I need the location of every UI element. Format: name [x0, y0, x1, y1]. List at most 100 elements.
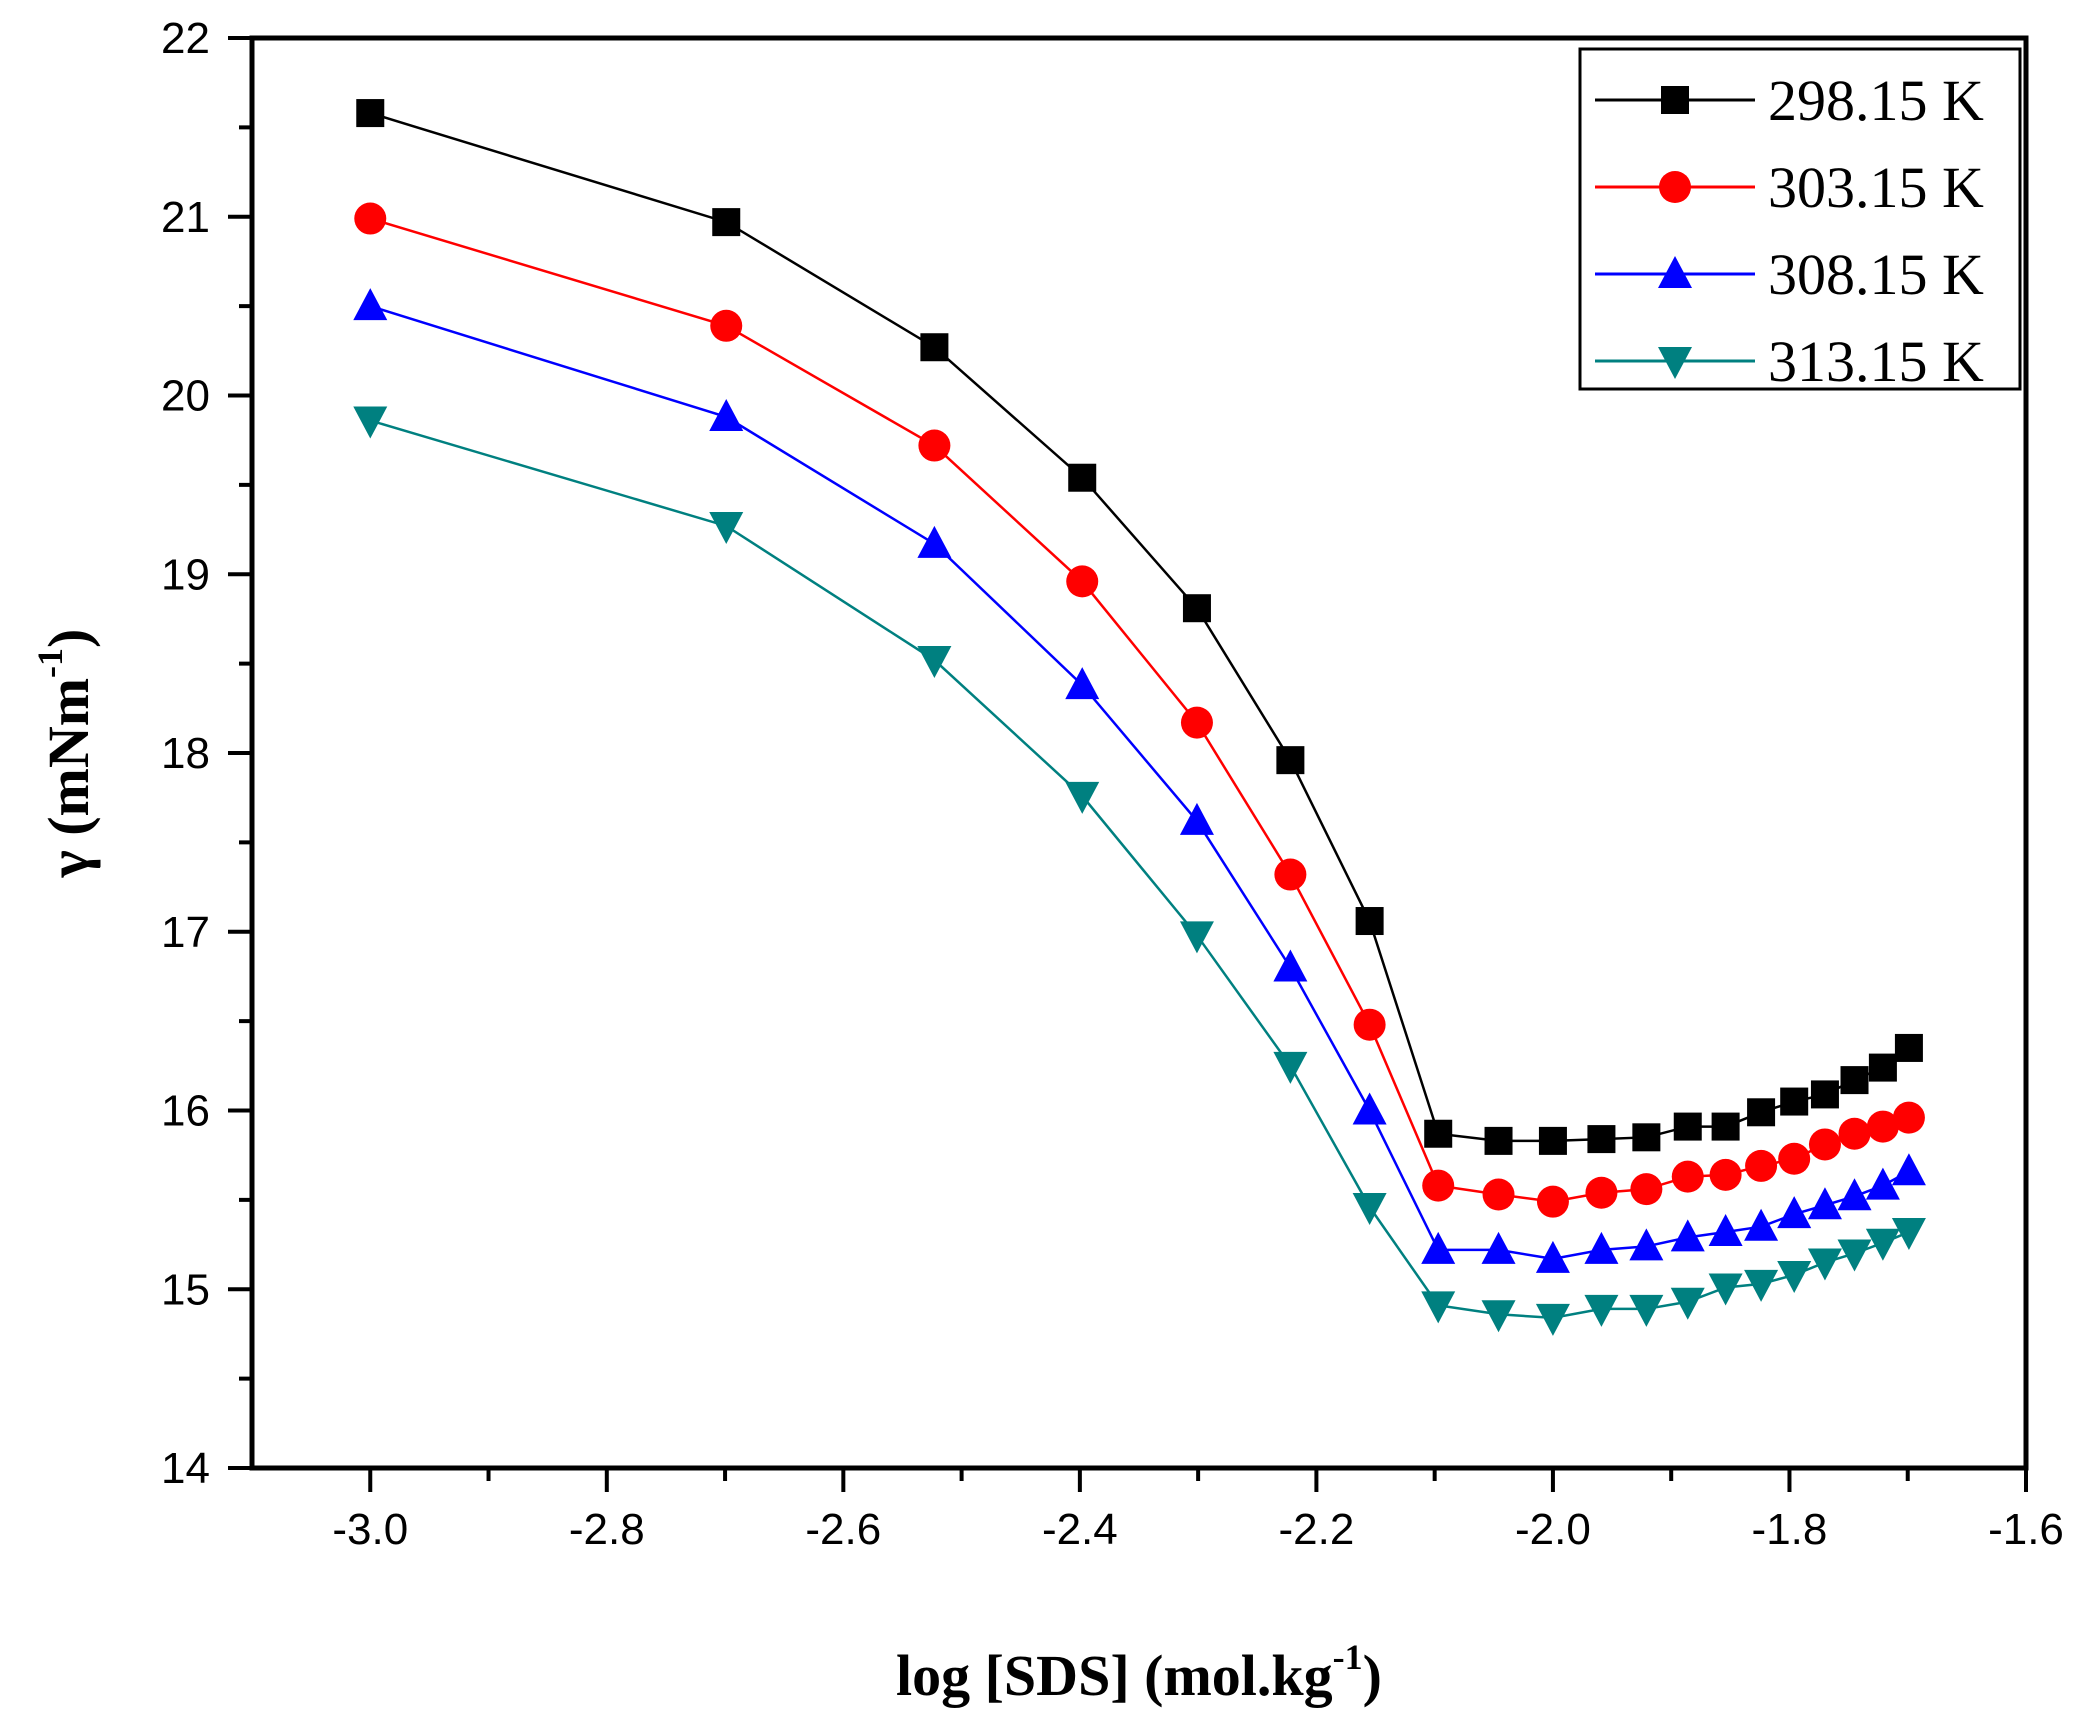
y-tick-label: 21 — [161, 193, 210, 242]
data-point — [1536, 1185, 1569, 1218]
x-axis-title-main: log [SDS] (mol.kg — [896, 1643, 1333, 1708]
data-point — [353, 288, 388, 321]
data-point — [1837, 1178, 1872, 1211]
x-tick-label: -2.8 — [569, 1505, 645, 1554]
data-point — [1777, 1260, 1812, 1293]
data-point — [1780, 1087, 1809, 1116]
data-point — [1535, 1303, 1570, 1336]
data-point — [1584, 1231, 1619, 1264]
data-point — [1865, 1167, 1900, 1200]
x-axis-title-sup: -1 — [1333, 1637, 1363, 1677]
data-point — [1424, 1119, 1453, 1148]
data-point — [354, 202, 387, 235]
data-point — [1892, 1101, 1925, 1134]
legend-marker — [1661, 86, 1689, 114]
y-tick-label: 16 — [161, 1087, 210, 1136]
legend-marker — [1659, 171, 1691, 203]
y-tick-label: 22 — [161, 14, 210, 63]
data-point — [1481, 1300, 1516, 1333]
y-tick-label: 17 — [161, 908, 210, 957]
data-point — [1482, 1178, 1515, 1211]
data-point — [1585, 1176, 1618, 1209]
legend-marker — [1658, 256, 1692, 288]
data-point — [1629, 1294, 1664, 1327]
data-point — [1353, 1008, 1386, 1041]
data-point — [1535, 1240, 1570, 1273]
data-point — [1630, 1173, 1663, 1206]
data-point — [1632, 1123, 1661, 1152]
data-point — [1065, 667, 1100, 700]
data-point — [1808, 1128, 1841, 1161]
data-point — [353, 406, 388, 439]
y-tick-label: 15 — [161, 1265, 210, 1314]
series-313_15-K — [353, 406, 1926, 1336]
legend-label: 308.15 K — [1768, 242, 1984, 307]
x-tick-label: -2.6 — [805, 1505, 881, 1554]
y-tick-label: 18 — [161, 729, 210, 778]
data-point — [1744, 1269, 1779, 1302]
data-point — [1179, 802, 1214, 835]
data-point — [712, 208, 741, 237]
y-tick-label: 20 — [161, 372, 210, 421]
data-point — [1838, 1117, 1871, 1150]
x-axis-title: log [SDS] (mol.kg-1) — [896, 1637, 1382, 1708]
data-point — [1807, 1187, 1842, 1220]
legend-label: 303.15 K — [1768, 155, 1984, 220]
data-point — [1673, 1112, 1702, 1141]
legend-item: 298.15 K — [1595, 68, 1984, 133]
data-point — [709, 511, 744, 544]
data-point — [1587, 1125, 1616, 1154]
x-tick-label: -1.6 — [1988, 1505, 2064, 1554]
y-axis-ticks: 14 15 16 17 18 19 20 21 22 — [161, 14, 252, 1493]
data-point — [1747, 1098, 1776, 1127]
data-point — [1629, 1228, 1664, 1261]
data-point — [1709, 1158, 1742, 1191]
data-point — [356, 99, 385, 128]
y-axis-title-main: γ (mNm — [36, 678, 101, 878]
y-axis-title: γ (mNm-1) — [30, 629, 101, 879]
data-point — [1837, 1239, 1872, 1272]
data-point — [1868, 1053, 1897, 1082]
legend-item: 308.15 K — [1595, 242, 1984, 307]
data-point — [1352, 1193, 1387, 1226]
data-point — [1068, 463, 1097, 492]
data-point — [1745, 1149, 1778, 1182]
data-point — [920, 333, 949, 362]
data-point — [1744, 1208, 1779, 1241]
data-point — [1273, 1051, 1308, 1084]
data-point — [1708, 1214, 1743, 1247]
data-point — [1891, 1153, 1926, 1186]
data-point — [1182, 594, 1211, 623]
legend-label: 298.15 K — [1768, 68, 1984, 133]
data-point — [1777, 1196, 1812, 1229]
series-298_15-K — [356, 99, 1923, 1155]
data-point — [1894, 1033, 1923, 1062]
legend: 298.15 K 303.15 K 308.15 K 313.15 K — [1578, 47, 2022, 394]
x-tick-label: -3.0 — [332, 1505, 408, 1554]
data-point — [1671, 1160, 1704, 1193]
data-point — [918, 429, 951, 462]
data-point — [1865, 1228, 1900, 1261]
legend-label: 313.15 K — [1768, 329, 1984, 394]
series-308_15-K — [353, 288, 1926, 1273]
data-point — [1352, 1092, 1387, 1125]
y-axis-title-sup: -1 — [30, 648, 70, 678]
y-axis-title-tail: ) — [36, 629, 101, 648]
data-point — [1180, 706, 1213, 739]
data-point — [1866, 1110, 1899, 1143]
data-point — [1273, 949, 1308, 982]
data-point — [1538, 1126, 1567, 1155]
x-tick-label: -1.8 — [1752, 1505, 1828, 1554]
data-point — [1066, 565, 1099, 598]
series-303_15-K — [354, 202, 1925, 1218]
data-point — [1840, 1066, 1869, 1095]
data-point — [709, 398, 744, 431]
legend-box — [1578, 47, 2022, 391]
data-point — [1179, 921, 1214, 954]
legend-item: 303.15 K — [1595, 155, 1984, 220]
data-point — [1670, 1219, 1705, 1252]
y-tick-label: 14 — [161, 1444, 210, 1493]
data-point — [1355, 907, 1384, 936]
data-point — [1670, 1287, 1705, 1320]
series-layer — [353, 99, 1926, 1336]
